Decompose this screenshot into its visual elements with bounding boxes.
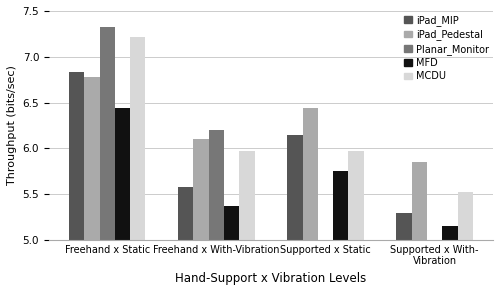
Bar (458, 192, 473, 240)
Bar (69, 72, 84, 240)
Bar (396, 213, 411, 240)
Bar (194, 139, 208, 240)
Bar (130, 36, 146, 240)
Bar (178, 187, 194, 240)
Bar (302, 108, 318, 240)
Bar (442, 226, 458, 240)
Y-axis label: Throughput (bits/sec): Throughput (bits/sec) (7, 66, 17, 185)
Bar (412, 162, 427, 240)
Legend: iPad_MIP, iPad_Pedestal, Planar_Monitor, MFD, MCDU: iPad_MIP, iPad_Pedestal, Planar_Monitor,… (400, 11, 492, 85)
X-axis label: Hand-Support x Vibration Levels: Hand-Support x Vibration Levels (176, 272, 366, 285)
Bar (240, 151, 254, 240)
Bar (333, 171, 348, 240)
Bar (84, 77, 100, 240)
Bar (224, 206, 240, 240)
Bar (348, 151, 364, 240)
Bar (288, 135, 302, 240)
Bar (115, 108, 130, 240)
Bar (208, 130, 224, 240)
Bar (100, 27, 115, 240)
